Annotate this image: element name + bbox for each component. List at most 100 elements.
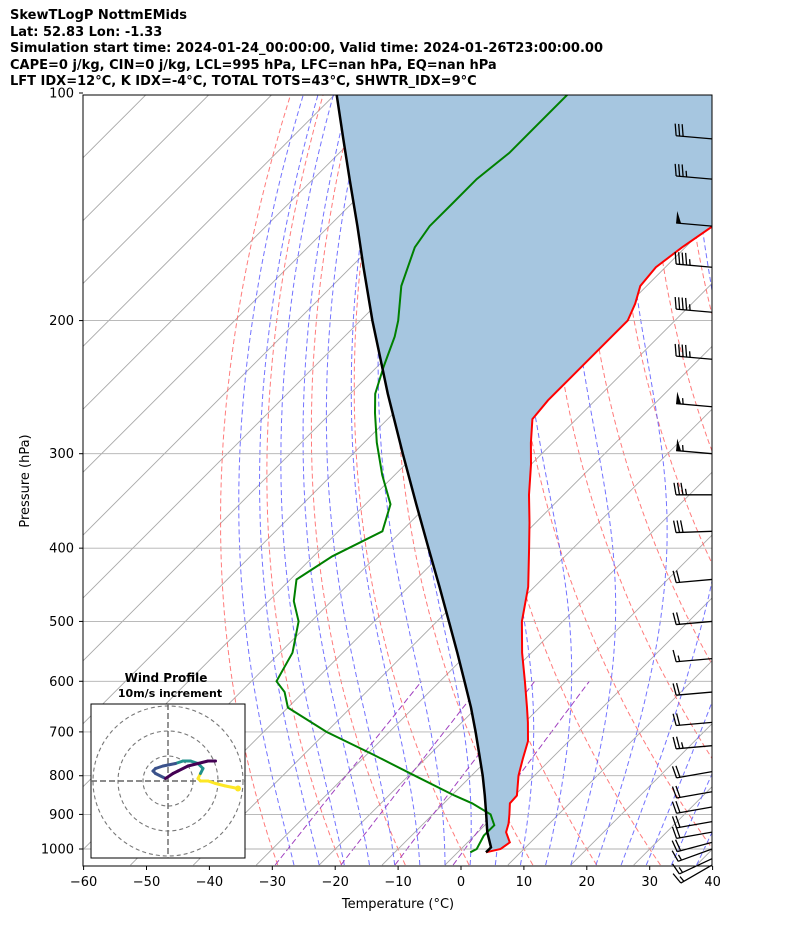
wind-barb <box>672 864 713 884</box>
dry-adiabat <box>220 95 292 866</box>
wind-barb <box>672 736 713 750</box>
cape-shading <box>336 95 712 853</box>
wind-barb <box>674 251 713 268</box>
title-line-5: LFT IDX=12°C, K IDX=-4°C, TOTAL TOTS=43°… <box>10 74 477 89</box>
hodograph-segment <box>214 782 227 788</box>
wind-barb-shaft <box>675 530 713 534</box>
isotherm-line <box>83 95 84 96</box>
wind-barb-full <box>675 785 681 798</box>
isotherm-line <box>83 95 461 473</box>
wind-barb-full <box>674 296 677 310</box>
wind-barb-shaft <box>676 691 713 696</box>
wind-barb-shaft <box>676 449 713 455</box>
moist-adiabat <box>377 95 446 865</box>
wind-barb-full <box>675 736 681 749</box>
wind-barb-half <box>677 854 683 861</box>
wind-barb-full <box>681 124 684 137</box>
wind-barb-shaft <box>676 770 713 779</box>
moist-adiabat <box>325 95 396 866</box>
wind-barb <box>671 815 713 829</box>
y-axis-label: Pressure (hPa) <box>18 434 33 527</box>
isotherm-line <box>83 95 273 285</box>
wind-barb-shaft <box>676 657 713 663</box>
y-tick-label: 400 <box>49 542 74 557</box>
wind-barb-full <box>681 252 684 265</box>
wind-barb <box>676 391 713 408</box>
wind-barb-shaft <box>677 848 713 862</box>
wind-barb-full <box>672 520 677 533</box>
dry-adiabat <box>546 95 712 760</box>
x-tick-label: 30 <box>641 875 658 890</box>
isotherm-line <box>83 95 336 348</box>
hodograph-segment <box>186 762 200 768</box>
wind-barb-full <box>681 164 684 177</box>
wind-barb-full <box>671 863 680 875</box>
wind-barb-full <box>685 344 688 358</box>
dry-adiabat <box>747 93 794 865</box>
wind-barb-half <box>679 876 685 882</box>
wind-barb <box>672 612 713 626</box>
isotherm-line <box>570 723 712 866</box>
wind-barb-shaft <box>676 820 713 829</box>
wind-barb <box>672 570 713 584</box>
wind-barb-full <box>674 163 677 177</box>
isotherm-line <box>318 471 712 866</box>
y-tick-label: 800 <box>49 769 74 784</box>
wind-barb-shaft <box>676 806 713 814</box>
plot-frame <box>82 94 713 867</box>
hodograph-segment <box>161 762 177 768</box>
hodograph-start-point <box>235 785 241 792</box>
wind-barb <box>676 438 713 455</box>
x-tick-label: 10 <box>516 875 533 890</box>
wind-barb <box>676 211 713 227</box>
y-tick-label: 900 <box>49 808 74 823</box>
isotherm-line <box>507 660 712 866</box>
wind-barb-full <box>681 297 684 310</box>
dry-adiabat <box>266 95 342 866</box>
wind-barb-full <box>674 343 677 357</box>
wind-barb-full <box>675 713 681 726</box>
dry-adiabat <box>582 95 712 666</box>
wind-barb-full <box>675 570 681 583</box>
wind-barb-full <box>685 297 688 311</box>
wind-barb-full <box>671 786 678 799</box>
mixing-ratio-line <box>452 681 590 866</box>
hodograph-segment <box>196 759 210 765</box>
isotherm-line <box>444 597 712 866</box>
dry-adiabat <box>780 93 794 865</box>
x-tick-label: −50 <box>133 875 160 890</box>
hodograph-title: Wind Profile <box>125 671 208 685</box>
wind-barb <box>671 765 713 779</box>
wind-barb-full <box>674 123 677 136</box>
wind-barb-half <box>677 655 681 662</box>
hodograph-subtitle: 10m/s increment <box>118 687 222 700</box>
title-line-2: Lat: 52.83 Lon: -1.33 <box>10 24 163 40</box>
moist-adiabat <box>280 95 345 866</box>
wind-barb-full <box>675 800 681 813</box>
wind-barb <box>674 296 713 313</box>
x-tick-label: −30 <box>259 875 286 890</box>
mixing-ratio-line <box>274 680 422 866</box>
wind-barb-full <box>673 482 677 495</box>
y-tick-label: 500 <box>49 615 74 630</box>
wind-barb-shaft <box>680 864 713 884</box>
moist-adiabat <box>238 95 304 866</box>
wind-barb-full <box>671 826 678 839</box>
wind-barb-full <box>672 873 682 884</box>
moist-adiabat <box>670 772 712 866</box>
x-tick-label: −10 <box>384 875 411 890</box>
wind-barb-full <box>674 839 682 852</box>
wind-barb <box>674 123 713 140</box>
wind-barb-full <box>675 765 681 778</box>
dewpoint-profile-line <box>275 95 569 854</box>
wind-barb-shaft <box>676 791 713 799</box>
wind-barb-shaft <box>676 620 713 626</box>
y-tick-label: 700 <box>49 725 74 740</box>
wind-barb-shaft <box>676 745 713 750</box>
hodograph-segment <box>164 772 175 780</box>
wind-barb-shaft <box>676 308 713 313</box>
wind-barb-full <box>675 815 681 828</box>
moist-adiabat <box>350 95 421 866</box>
wind-barb-full <box>672 683 677 696</box>
